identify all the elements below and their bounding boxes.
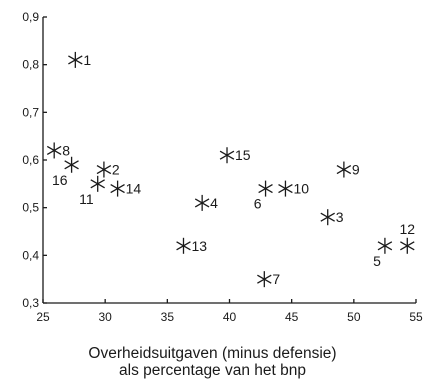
y-tick-label: 0,8 <box>22 58 39 72</box>
data-point-label-10: 10 <box>293 181 309 197</box>
x-tick-label: 35 <box>161 310 175 324</box>
data-point-label-13: 13 <box>191 238 207 254</box>
data-point-14 <box>110 180 125 197</box>
y-tick-label: 0,4 <box>22 248 39 262</box>
data-point-label-1: 1 <box>83 52 91 68</box>
data-point-label-8: 8 <box>62 142 70 158</box>
data-point-8 <box>46 142 62 159</box>
data-point-label-16: 16 <box>52 172 68 188</box>
data-point-label-2: 2 <box>112 162 120 178</box>
data-point-2 <box>96 161 112 178</box>
data-point-11 <box>90 175 105 192</box>
data-point-label-11: 11 <box>79 191 94 207</box>
x-tick-label: 55 <box>409 310 423 324</box>
data-point-15 <box>219 147 235 164</box>
y-tick-label: 0,9 <box>22 10 39 24</box>
y-tick-label: 0,6 <box>22 153 39 167</box>
data-point-13 <box>176 237 191 254</box>
x-axis-label-line-1: Overheidsuitgaven (minus defensie) <box>88 345 337 362</box>
data-point-label-15: 15 <box>235 147 251 163</box>
data-point-5 <box>377 237 393 254</box>
x-tick-label: 30 <box>98 310 112 324</box>
data-point-12 <box>400 237 415 254</box>
data-point-label-12: 12 <box>400 221 416 237</box>
data-point-label-6: 6 <box>254 196 262 212</box>
y-tick-label: 0,7 <box>22 105 39 119</box>
data-point-label-4: 4 <box>210 195 218 211</box>
data-point-label-5: 5 <box>373 253 381 269</box>
data-point-4 <box>194 194 210 211</box>
x-axis-label-line-2: als percentage van het bnp <box>119 362 306 379</box>
data-point-1 <box>68 51 83 68</box>
data-point-6 <box>258 180 273 197</box>
tick-labels: 25 30 35 40 45 50 550,30,40,50,60,70,80,9 <box>22 10 423 324</box>
data-point-label-3: 3 <box>336 209 344 225</box>
data-point-label-14: 14 <box>126 181 142 197</box>
x-tick-label: 45 <box>285 310 299 324</box>
x-tick-label: 25 <box>36 310 50 324</box>
data-point-10 <box>278 180 293 197</box>
data-point-label-7: 7 <box>272 271 280 287</box>
y-tick-label: 0,5 <box>22 201 39 215</box>
x-tick-label: 50 <box>347 310 361 324</box>
data-point-3 <box>320 209 335 226</box>
y-tick-label: 0,3 <box>22 296 39 310</box>
data-point-7 <box>257 271 272 288</box>
data-point-9 <box>336 161 352 178</box>
x-tick-label: 40 <box>223 310 237 324</box>
axes <box>42 16 417 304</box>
data-point-label-9: 9 <box>352 162 360 178</box>
data-point-16 <box>64 156 79 173</box>
